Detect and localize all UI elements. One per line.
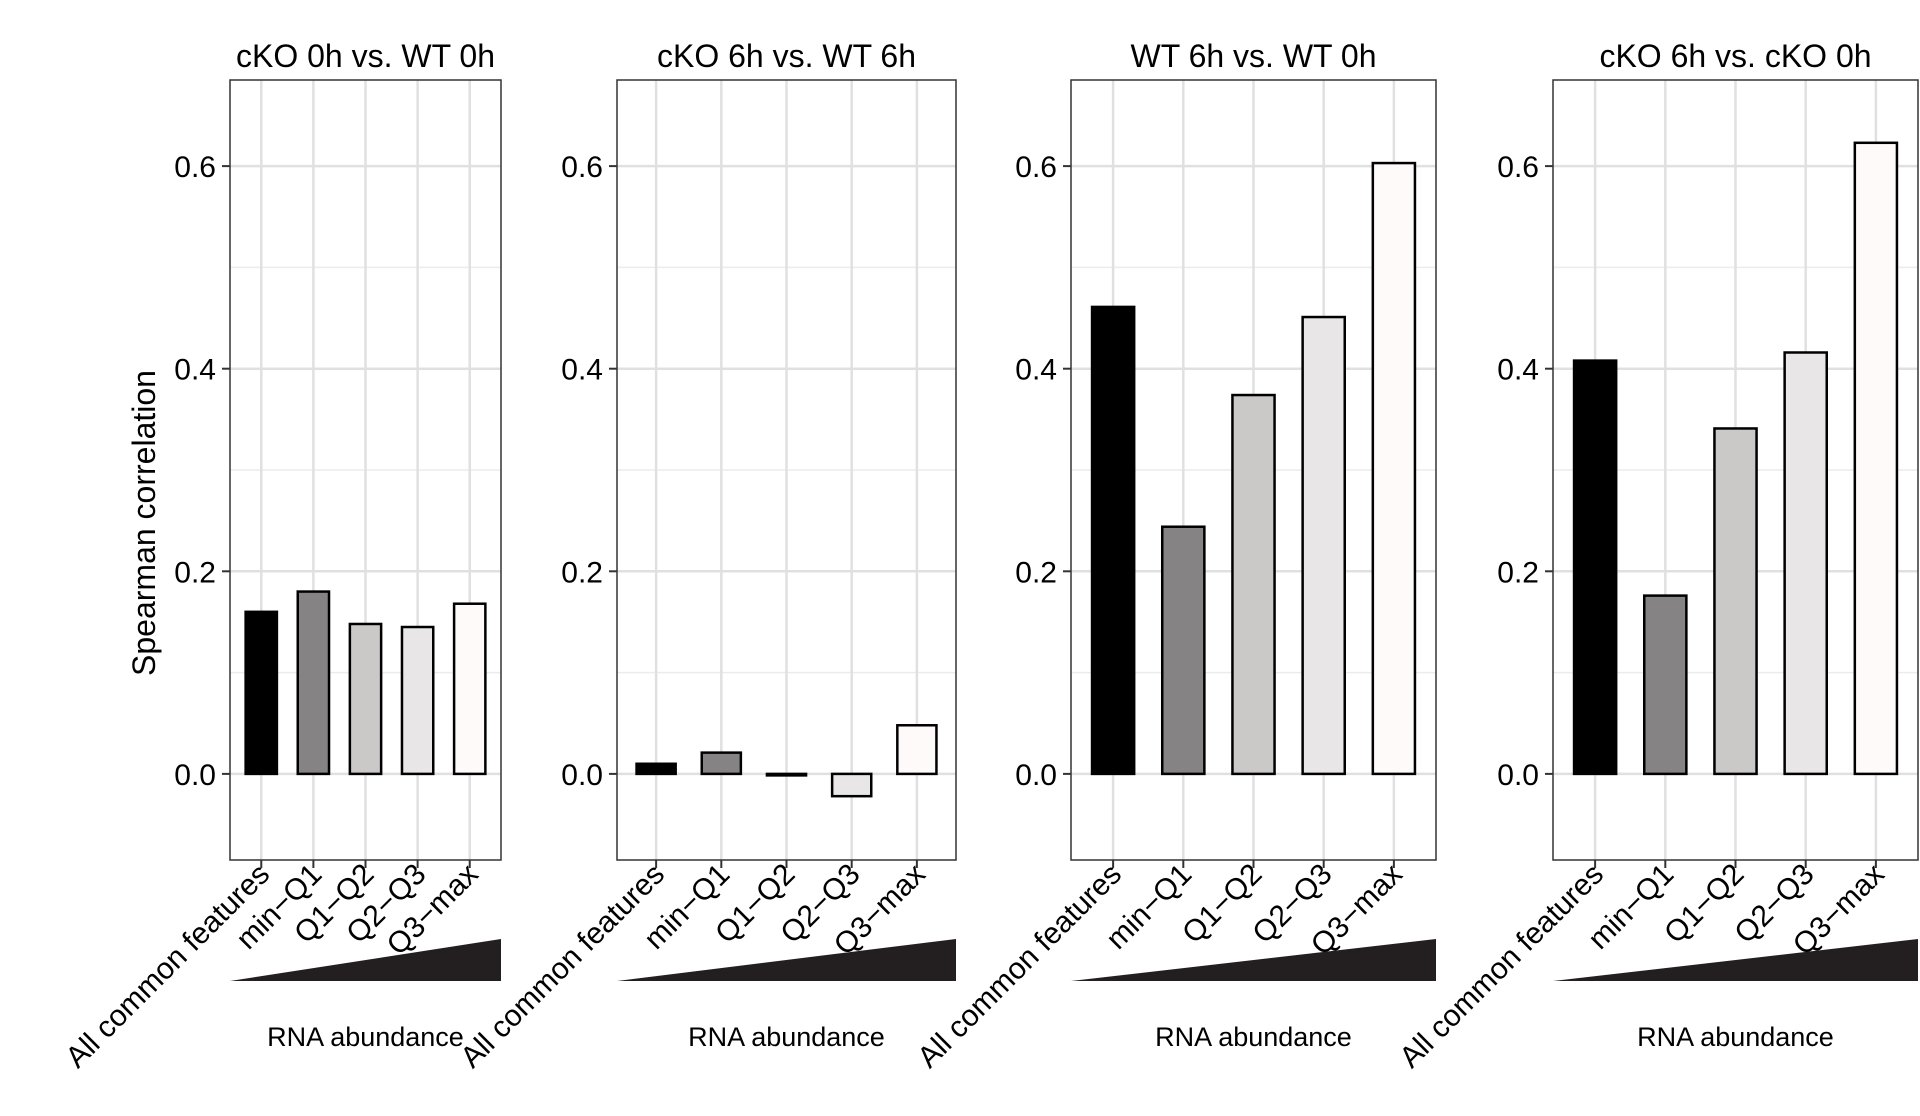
bar	[452, 602, 487, 776]
panel-title: cKO 6h vs. cKO 0h	[1599, 38, 1871, 74]
x-axis-label: RNA abundance	[267, 1022, 464, 1052]
y-tick-label: 0.2	[174, 556, 216, 589]
abundance-wedge	[617, 939, 956, 981]
abundance-wedge	[230, 939, 501, 981]
y-tick-label: 0.6	[174, 151, 216, 184]
y-tick-label: 0.6	[1497, 151, 1539, 184]
bar	[244, 610, 279, 776]
y-axis-label: Spearman correlation	[126, 370, 162, 676]
bar	[765, 772, 808, 777]
y-tick-label: 0.4	[1015, 354, 1057, 387]
x-tick-label: All common features	[60, 858, 277, 1075]
x-axis-label: RNA abundance	[1637, 1022, 1834, 1052]
bar	[896, 724, 938, 776]
y-tick-label: 0.2	[1015, 556, 1057, 589]
y-tick-label: 0.4	[174, 354, 216, 387]
bar	[1301, 315, 1347, 776]
bar	[1090, 305, 1136, 776]
y-tick-label: 0.0	[1015, 759, 1057, 792]
panel-title: WT 6h vs. WT 0h	[1131, 38, 1377, 74]
bar	[1371, 161, 1417, 776]
bar	[830, 772, 873, 798]
x-axis-label: RNA abundance	[688, 1022, 885, 1052]
y-tick-label: 0.0	[1497, 759, 1539, 792]
panel-title: cKO 0h vs. WT 0h	[236, 38, 495, 74]
bar	[700, 751, 743, 776]
bar	[400, 625, 435, 776]
y-tick-label: 0.6	[1015, 151, 1057, 184]
bar	[296, 590, 331, 776]
y-tick-label: 0.2	[1497, 556, 1539, 589]
bar	[1713, 427, 1758, 776]
y-tick-label: 0.4	[1497, 354, 1539, 387]
bar	[348, 622, 383, 776]
bar	[1231, 393, 1276, 776]
y-tick-label: 0.2	[561, 556, 603, 589]
y-tick-label: 0.4	[561, 354, 603, 387]
abundance-wedge	[1071, 939, 1436, 981]
bar	[1853, 141, 1899, 776]
abundance-wedge	[1553, 939, 1918, 981]
y-tick-label: 0.6	[561, 151, 603, 184]
panel-title: cKO 6h vs. WT 6h	[657, 38, 916, 74]
bar	[1783, 351, 1829, 776]
bar	[1572, 359, 1618, 776]
bar	[1643, 594, 1688, 776]
y-tick-label: 0.0	[174, 759, 216, 792]
y-tick-label: 0.0	[561, 759, 603, 792]
bar	[1161, 525, 1206, 776]
bar	[635, 762, 677, 776]
x-axis-label: RNA abundance	[1155, 1022, 1352, 1052]
